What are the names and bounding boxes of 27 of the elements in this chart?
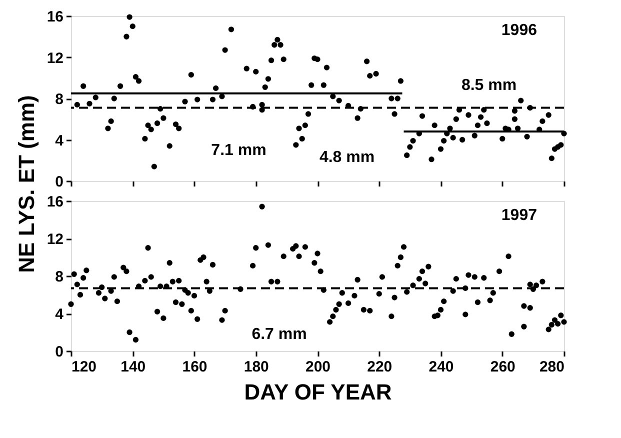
y-tick-label: 0 xyxy=(55,344,64,360)
y-tick-label: 4 xyxy=(55,132,64,150)
annotation: 8.5 mm xyxy=(461,77,517,94)
y-tick-label: 16 xyxy=(46,194,64,210)
x-tick-label: 120 xyxy=(72,358,97,376)
y-tick-label: 8 xyxy=(55,91,64,108)
x-tick-label: 200 xyxy=(305,358,331,376)
annotation: 6.7 mm xyxy=(252,326,307,344)
x-tick-label: 160 xyxy=(182,358,208,376)
x-tick-label: 260 xyxy=(490,358,516,376)
x-tick-label: 240 xyxy=(428,358,454,376)
annotation: 1997 xyxy=(501,207,538,224)
x-tick-label: 280 xyxy=(539,358,564,376)
y-tick-label: 16 xyxy=(46,8,64,26)
y-tick-label: 12 xyxy=(46,50,64,67)
x-tick-label: 220 xyxy=(367,358,392,376)
y-tick-label: 8 xyxy=(55,268,64,286)
y-axis-title: NE LYS. ET (mm) xyxy=(14,95,39,273)
annotation: 7.1 mm xyxy=(211,142,266,159)
x-axis-title: DAY OF YEAR xyxy=(244,380,392,404)
y-tick-label: 4 xyxy=(55,306,64,323)
x-tick-label: 140 xyxy=(120,358,146,376)
x-tick-label: 180 xyxy=(244,358,269,376)
annotation: 4.8 mm xyxy=(319,149,375,166)
annotation: 1996 xyxy=(501,22,538,39)
y-tick-label: 12 xyxy=(46,231,64,248)
y-tick-label: 0 xyxy=(55,174,64,190)
